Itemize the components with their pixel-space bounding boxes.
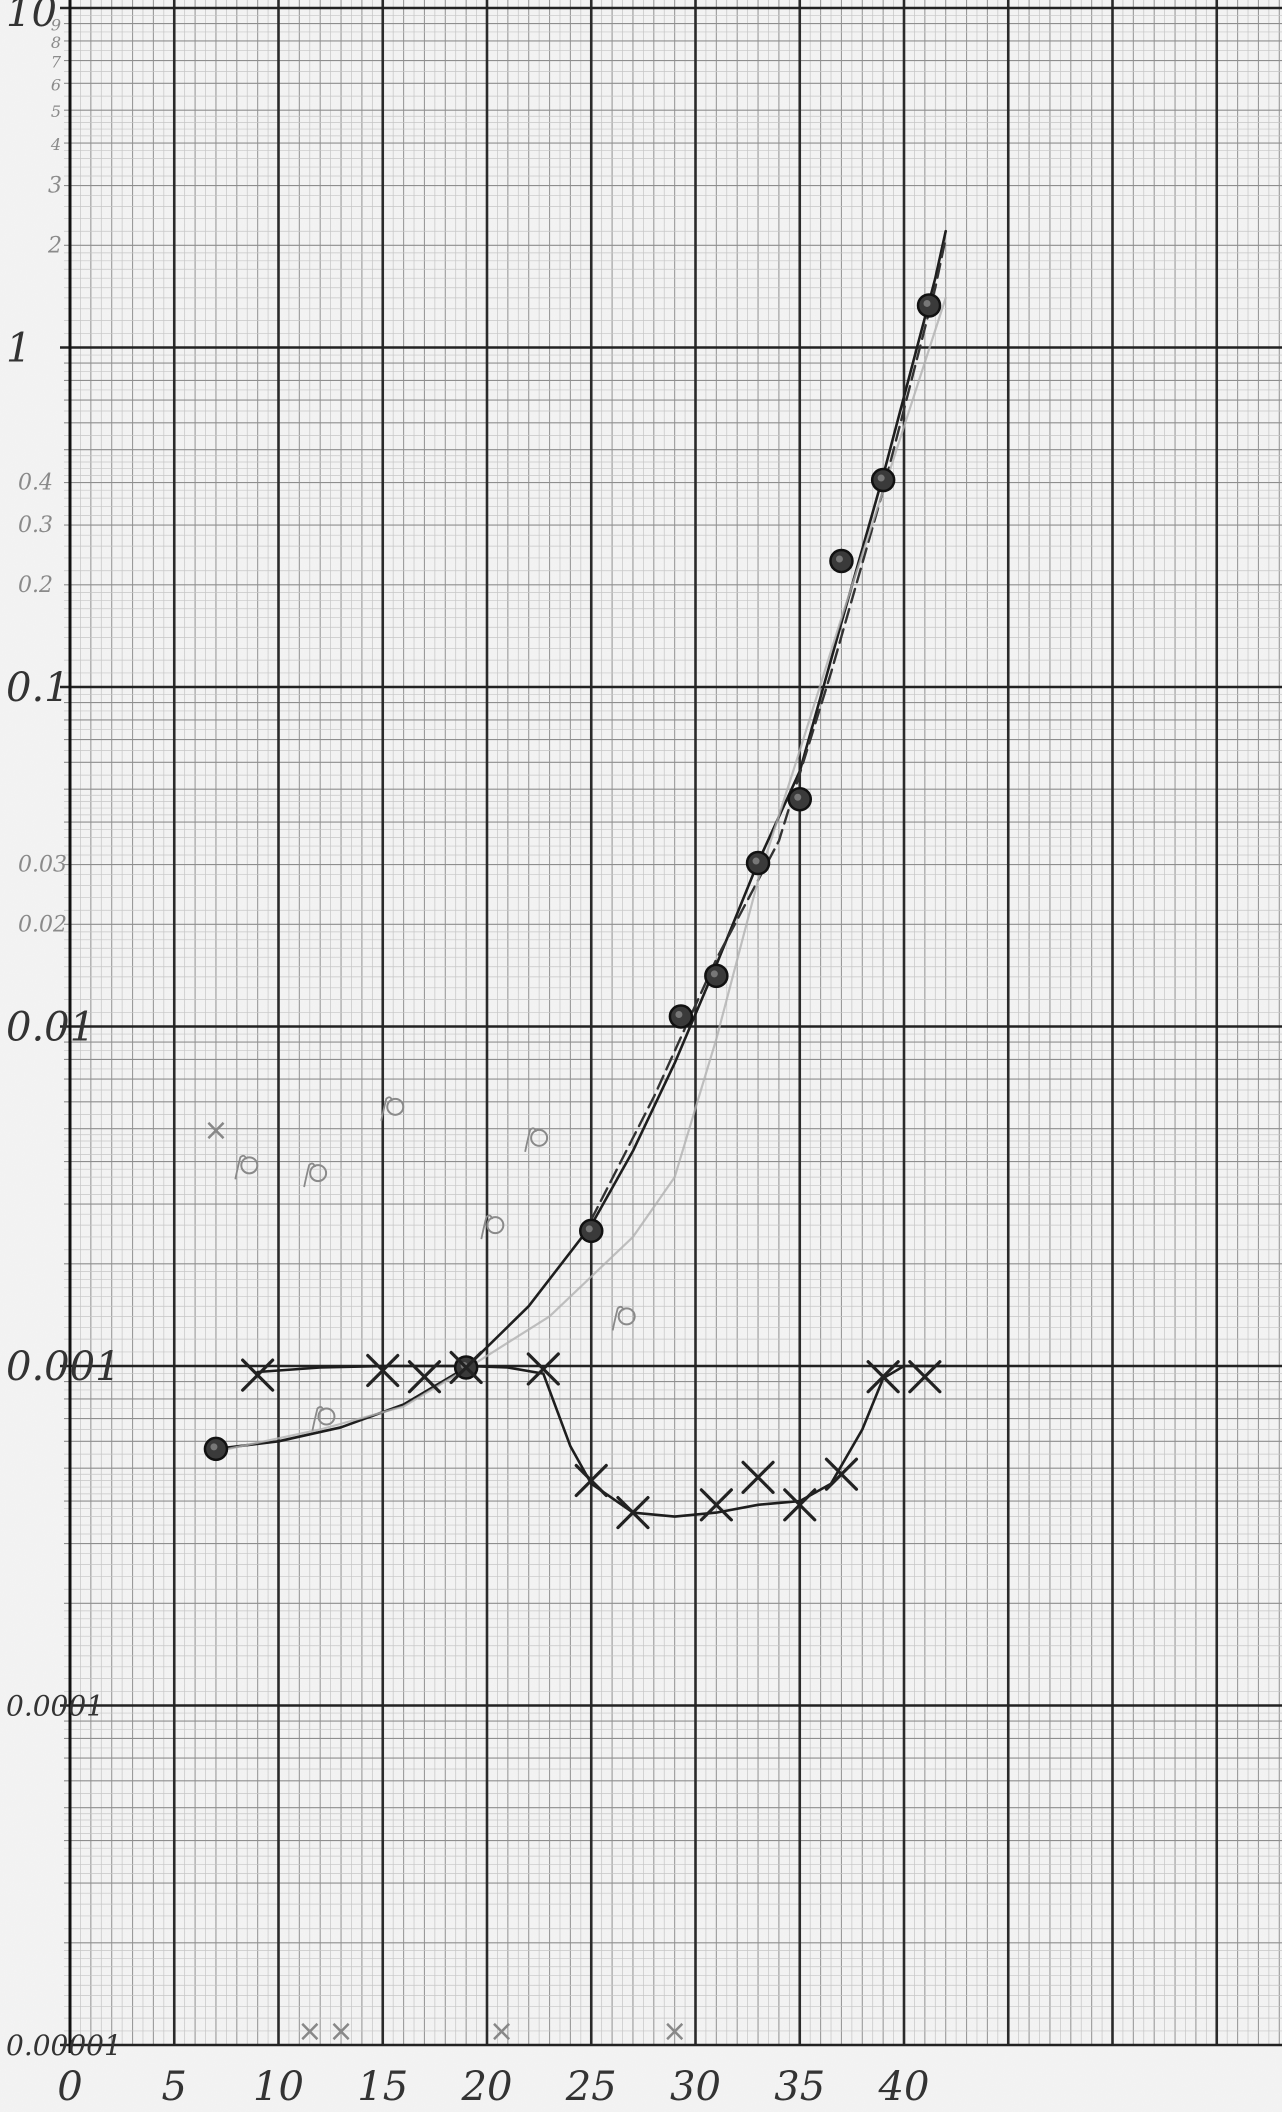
- y-minor-tick-label: 2: [47, 233, 62, 258]
- data-point-dot-highlight: [794, 793, 802, 801]
- y-minor-tick-label: 4: [50, 135, 61, 154]
- fitted-curves: [214, 229, 947, 1518]
- data-point-x-stroke: [741, 1460, 775, 1494]
- data-point-x: [407, 1360, 442, 1394]
- data-point-x: [574, 1463, 608, 1498]
- curve-2: [214, 296, 947, 1453]
- annotation-mark: ×: [662, 2014, 687, 2049]
- data-point-x-stroke: [824, 1457, 859, 1491]
- x-tick-label: 20: [461, 2064, 513, 2110]
- data-point-x-stroke: [366, 1353, 400, 1388]
- data-point-x: [908, 1360, 942, 1394]
- data-point-x: [783, 1488, 817, 1522]
- data-point-x: [449, 1350, 483, 1385]
- annotation-mark: ×: [297, 2014, 322, 2049]
- data-point-dot-highlight: [210, 1443, 218, 1451]
- faint-data-mark: [524, 1127, 537, 1152]
- data-point-x-stroke: [699, 1488, 733, 1522]
- y-minor-tick-label: 7: [51, 53, 62, 72]
- x-tick-label: 0: [57, 2064, 82, 2110]
- data-point-x: [616, 1495, 650, 1530]
- major-grid: [60, 0, 1282, 2053]
- y-tick-label: 0.01: [6, 1005, 95, 1051]
- y-tick-label: 1: [6, 326, 31, 372]
- data-point-dot-highlight: [877, 474, 885, 482]
- y-minor-tick-label: 9: [51, 16, 61, 35]
- data-point-x-stroke: [616, 1495, 650, 1530]
- y-minor-tick-label: 0.4: [18, 471, 53, 496]
- data-point-x: [526, 1352, 560, 1386]
- x-tick-label: 40: [878, 2064, 930, 2110]
- y-minor-tick-label: 5: [51, 102, 61, 121]
- data-point-dot-highlight: [675, 1011, 683, 1019]
- faint-data-mark: [234, 1154, 248, 1180]
- data-point-x: [366, 1353, 400, 1388]
- y-minor-tick-label: 0.02: [18, 912, 67, 937]
- y-tick-label: 0.1: [6, 665, 70, 711]
- minor-grid: [64, 0, 1282, 2045]
- data-point-dot-highlight: [752, 857, 760, 865]
- y-minor-tick-label: 8: [51, 33, 61, 52]
- data-point-dot-highlight: [710, 970, 718, 978]
- y-minor-tick-label: 0.03: [18, 853, 67, 878]
- data-point-dot-highlight: [923, 299, 931, 307]
- tick-labels: ×× × × ×0 5 10 15 20 25 30 35 400.000010.00010.0010…: [6, 0, 929, 2110]
- data-point-x-stroke: [407, 1360, 442, 1394]
- annotation-mark: ×: [203, 1113, 228, 1148]
- faint-data-point: [486, 1216, 505, 1235]
- curve-3: [256, 1364, 947, 1518]
- faint-data-point: [317, 1407, 336, 1426]
- y-minor-tick-label: 0.2: [18, 573, 53, 598]
- faint-data-point: [309, 1164, 328, 1183]
- y-tick-label: 10: [6, 0, 57, 36]
- faint-data-point: [617, 1307, 636, 1326]
- y-minor-tick-label: 6: [51, 75, 61, 94]
- data-point-x-stroke: [783, 1488, 817, 1522]
- annotation-mark: ×: [489, 2014, 514, 2049]
- faint-data-mark: [611, 1305, 625, 1331]
- data-point-x-stroke: [526, 1352, 560, 1386]
- x-tick-label: 35: [774, 2064, 825, 2110]
- data-point-x-stroke: [908, 1360, 942, 1394]
- faint-data-point: [240, 1156, 259, 1175]
- annotation-mark: ×: [328, 2014, 353, 2049]
- data-point-x: [699, 1488, 733, 1522]
- data-point-x: [866, 1360, 900, 1394]
- faint-data-mark: [480, 1214, 494, 1240]
- data-point-dot-highlight: [585, 1225, 593, 1233]
- y-tick-label: 0.00001: [6, 2029, 122, 2062]
- x-tick-label: 5: [162, 2064, 187, 2110]
- data-point-x-stroke: [241, 1358, 275, 1392]
- faint-data-mark: [380, 1096, 394, 1121]
- x-tick-label: 10: [253, 2064, 304, 2110]
- y-minor-tick-label: 3: [48, 174, 62, 199]
- data-point-x: [741, 1460, 775, 1494]
- data-point-dot-highlight: [835, 555, 843, 563]
- curve-1: [590, 236, 947, 1221]
- x-tick-label: 15: [357, 2064, 408, 2110]
- faint-data-mark: [303, 1162, 316, 1188]
- faint-data-point: [530, 1128, 549, 1147]
- data-markers: [203, 293, 942, 1530]
- data-point-x-stroke: [866, 1360, 900, 1394]
- y-tick-label: 0.0001: [6, 1690, 104, 1723]
- data-point-x-stroke: [449, 1350, 483, 1385]
- faint-data-point: [386, 1097, 405, 1116]
- y-minor-tick-label: 0.3: [18, 513, 53, 538]
- data-point-x: [241, 1358, 275, 1392]
- data-point-x-stroke: [574, 1463, 608, 1498]
- faint-data-mark: [311, 1406, 325, 1431]
- data-point-x: [824, 1457, 859, 1491]
- y-tick-label: 0.001: [6, 1344, 121, 1390]
- x-tick-label: 30: [670, 2064, 721, 2110]
- x-tick-label: 25: [565, 2064, 617, 2110]
